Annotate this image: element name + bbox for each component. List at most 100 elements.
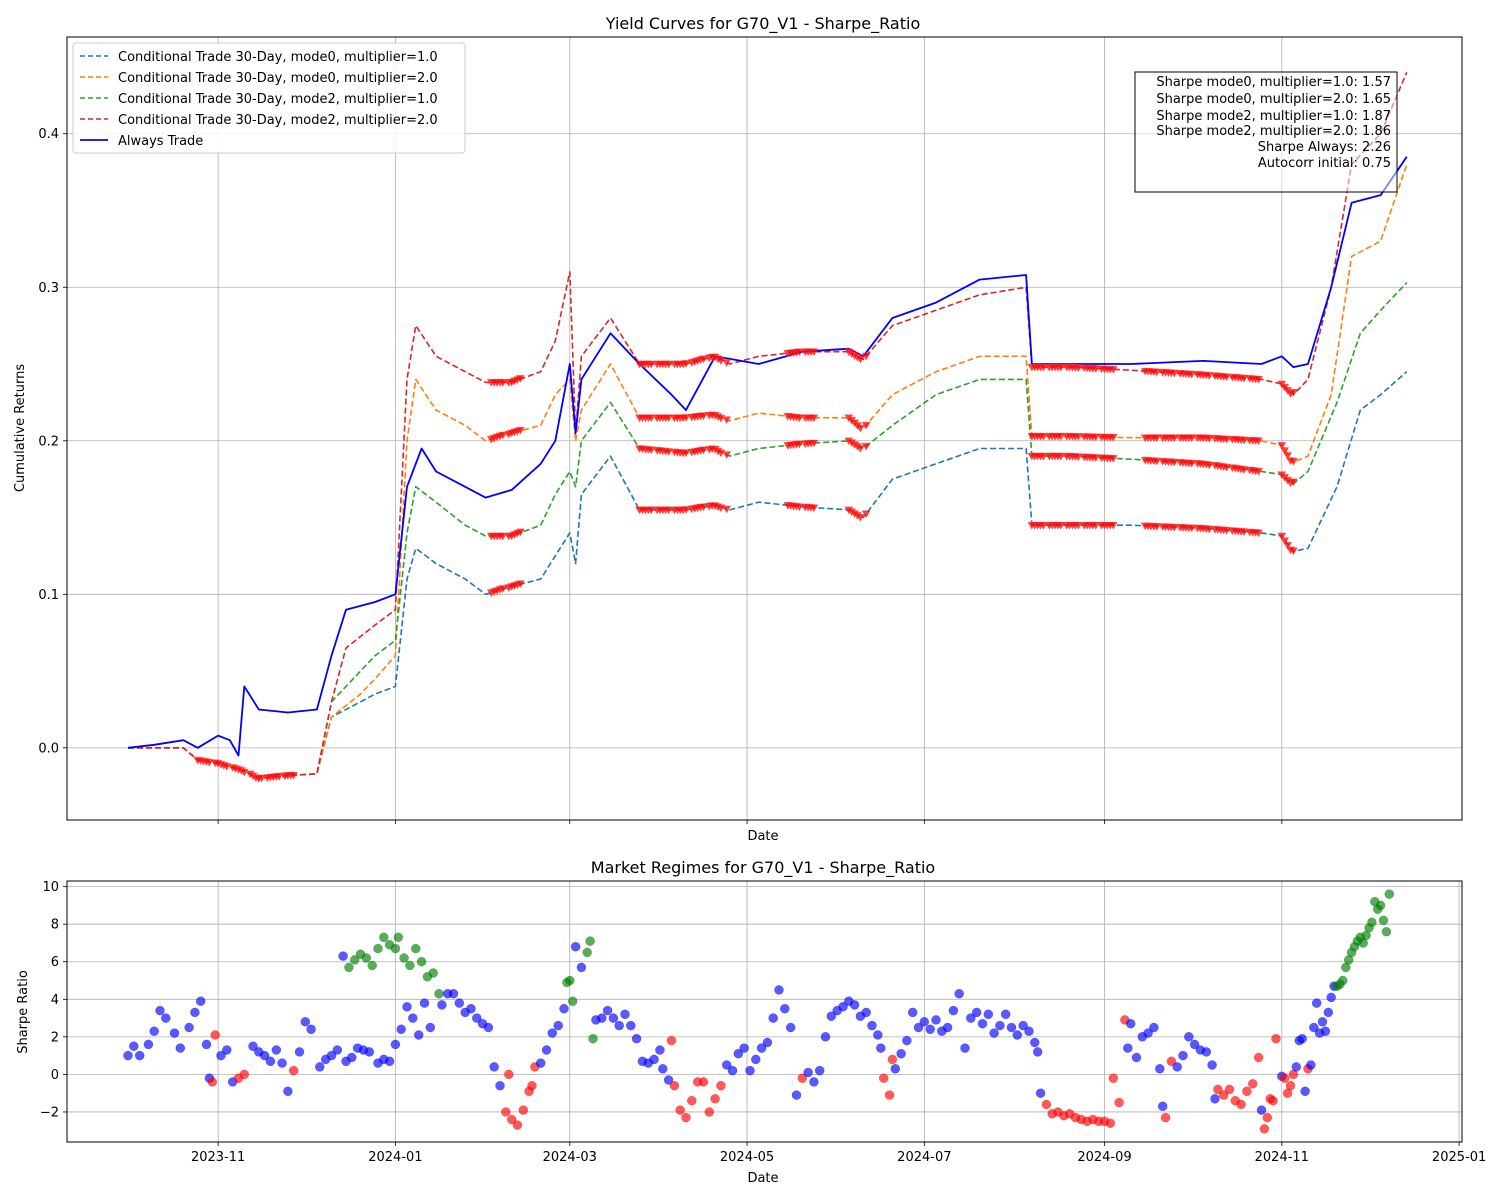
regime-point-bull bbox=[1384, 889, 1395, 899]
trade-marker bbox=[1091, 522, 1101, 530]
regime-point-neutral bbox=[1291, 1062, 1302, 1072]
regime-point-bull bbox=[399, 953, 409, 963]
yield-curves-title: Yield Curves for G70_V1 - Sharpe_Ratio bbox=[605, 14, 920, 34]
regime-point-bear bbox=[210, 1030, 220, 1040]
regime-point-neutral bbox=[300, 1017, 311, 1027]
regime-point-neutral bbox=[1311, 998, 1322, 1008]
trade-marker bbox=[1254, 437, 1263, 446]
regime-point-bull bbox=[1378, 915, 1389, 926]
regime-point-neutral bbox=[347, 1052, 357, 1063]
trade-marker bbox=[681, 506, 691, 514]
regime-point-neutral bbox=[466, 1003, 476, 1014]
regime-point-neutral bbox=[1032, 1047, 1043, 1057]
trade-marker bbox=[681, 449, 691, 458]
trade-marker bbox=[1152, 434, 1162, 443]
regime-point-neutral bbox=[989, 1028, 999, 1038]
sharpe-annotation-box: Sharpe mode0, multiplier=1.0: 1.57 Sharp… bbox=[1134, 71, 1398, 193]
trade-marker bbox=[722, 359, 732, 367]
trade-marker bbox=[1091, 454, 1101, 463]
regime-point-neutral bbox=[1157, 1101, 1168, 1112]
regime-point-neutral bbox=[931, 1015, 941, 1025]
regime-point-bear bbox=[675, 1105, 685, 1115]
trade-marker bbox=[722, 505, 732, 514]
trade-marker bbox=[1239, 375, 1249, 383]
regime-point-neutral bbox=[907, 1007, 918, 1018]
regime-point-neutral bbox=[553, 1020, 563, 1031]
regime-point-neutral bbox=[408, 1013, 418, 1023]
regime-point-bear bbox=[1224, 1084, 1235, 1095]
regime-point-neutral bbox=[756, 1043, 767, 1053]
regime-point-neutral bbox=[396, 1024, 406, 1035]
regime-point-bear bbox=[518, 1105, 529, 1115]
regime-point-neutral bbox=[867, 1020, 877, 1031]
regime-point-neutral bbox=[294, 1047, 305, 1057]
regime-point-neutral bbox=[649, 1054, 659, 1065]
regime-point-neutral bbox=[814, 1065, 825, 1076]
trade-marker bbox=[1056, 522, 1066, 530]
market-regimes-x-tick-label: 2025-01 bbox=[1432, 1150, 1486, 1165]
trade-marker bbox=[795, 440, 804, 449]
regime-point-bull bbox=[411, 943, 421, 954]
regime-point-neutral bbox=[161, 1013, 171, 1023]
market-regimes-y-tick-label: 6 bbox=[51, 955, 59, 970]
trade-marker bbox=[1091, 365, 1101, 373]
trade-marker bbox=[1187, 371, 1197, 379]
trade-marker bbox=[1254, 468, 1263, 476]
yield-curves-y-tick-label: 0.3 bbox=[38, 281, 59, 296]
market-regimes-y-axis-label: Sharpe Ratio bbox=[16, 970, 31, 1054]
trade-marker bbox=[856, 355, 865, 364]
trade-marker bbox=[1108, 455, 1118, 463]
regime-point-bear bbox=[687, 1095, 697, 1106]
trade-marker bbox=[699, 503, 708, 512]
regime-point-bear bbox=[716, 1080, 726, 1091]
regime-point-bull bbox=[379, 932, 389, 943]
trade-marker bbox=[664, 506, 673, 515]
trade-marker bbox=[856, 445, 865, 453]
regime-point-bear bbox=[239, 1069, 250, 1080]
market-regimes-y-tick-label: 10 bbox=[42, 880, 59, 895]
trade-marker bbox=[498, 532, 508, 541]
trade-marker bbox=[809, 504, 819, 513]
regime-point-neutral bbox=[332, 1045, 343, 1055]
regime-point-neutral bbox=[774, 985, 784, 995]
regime-point-neutral bbox=[283, 1086, 293, 1097]
regime-point-bear bbox=[1262, 1112, 1273, 1123]
regime-point-neutral bbox=[602, 1005, 613, 1016]
regime-point-neutral bbox=[222, 1045, 232, 1055]
regime-point-bear bbox=[527, 1080, 537, 1091]
regime-point-neutral bbox=[751, 1054, 761, 1065]
trade-marker bbox=[1108, 522, 1118, 530]
trade-marker bbox=[646, 446, 656, 455]
regime-point-neutral bbox=[306, 1024, 316, 1035]
regime-point-neutral bbox=[942, 1022, 953, 1033]
legend-entry-always-trade: Always Trade bbox=[80, 134, 203, 149]
regime-point-neutral bbox=[541, 1045, 552, 1055]
regime-point-neutral bbox=[1018, 1020, 1028, 1031]
trade-marker bbox=[1169, 458, 1179, 467]
trade-marker bbox=[1254, 529, 1263, 538]
market-regimes-points bbox=[123, 889, 1395, 1134]
regime-point-neutral bbox=[454, 998, 465, 1008]
regime-point-neutral bbox=[1000, 1009, 1011, 1020]
regime-point-neutral bbox=[983, 1009, 994, 1020]
regime-point-neutral bbox=[762, 1037, 773, 1048]
regime-point-neutral bbox=[890, 1064, 901, 1074]
trade-marker bbox=[1289, 478, 1298, 487]
regime-point-bull bbox=[349, 955, 360, 965]
trade-marker bbox=[1283, 542, 1292, 550]
regime-point-neutral bbox=[169, 1028, 180, 1038]
regime-point-neutral bbox=[315, 1062, 325, 1072]
market-regimes-x-tick-label: 2024-03 bbox=[543, 1150, 597, 1165]
trade-marker bbox=[1239, 466, 1249, 474]
regime-point-neutral bbox=[570, 941, 581, 952]
trade-marker bbox=[1108, 366, 1118, 374]
regime-point-neutral bbox=[1184, 1032, 1194, 1042]
regime-point-neutral bbox=[1306, 1060, 1316, 1070]
regime-point-bear bbox=[1271, 1033, 1281, 1044]
trade-marker bbox=[795, 348, 804, 357]
regime-point-neutral bbox=[1323, 1007, 1334, 1018]
regime-point-neutral bbox=[248, 1041, 258, 1051]
regime-point-neutral bbox=[1123, 1043, 1133, 1053]
regime-point-bull bbox=[367, 960, 377, 971]
market-regimes-y-tick-label: 8 bbox=[51, 918, 59, 933]
